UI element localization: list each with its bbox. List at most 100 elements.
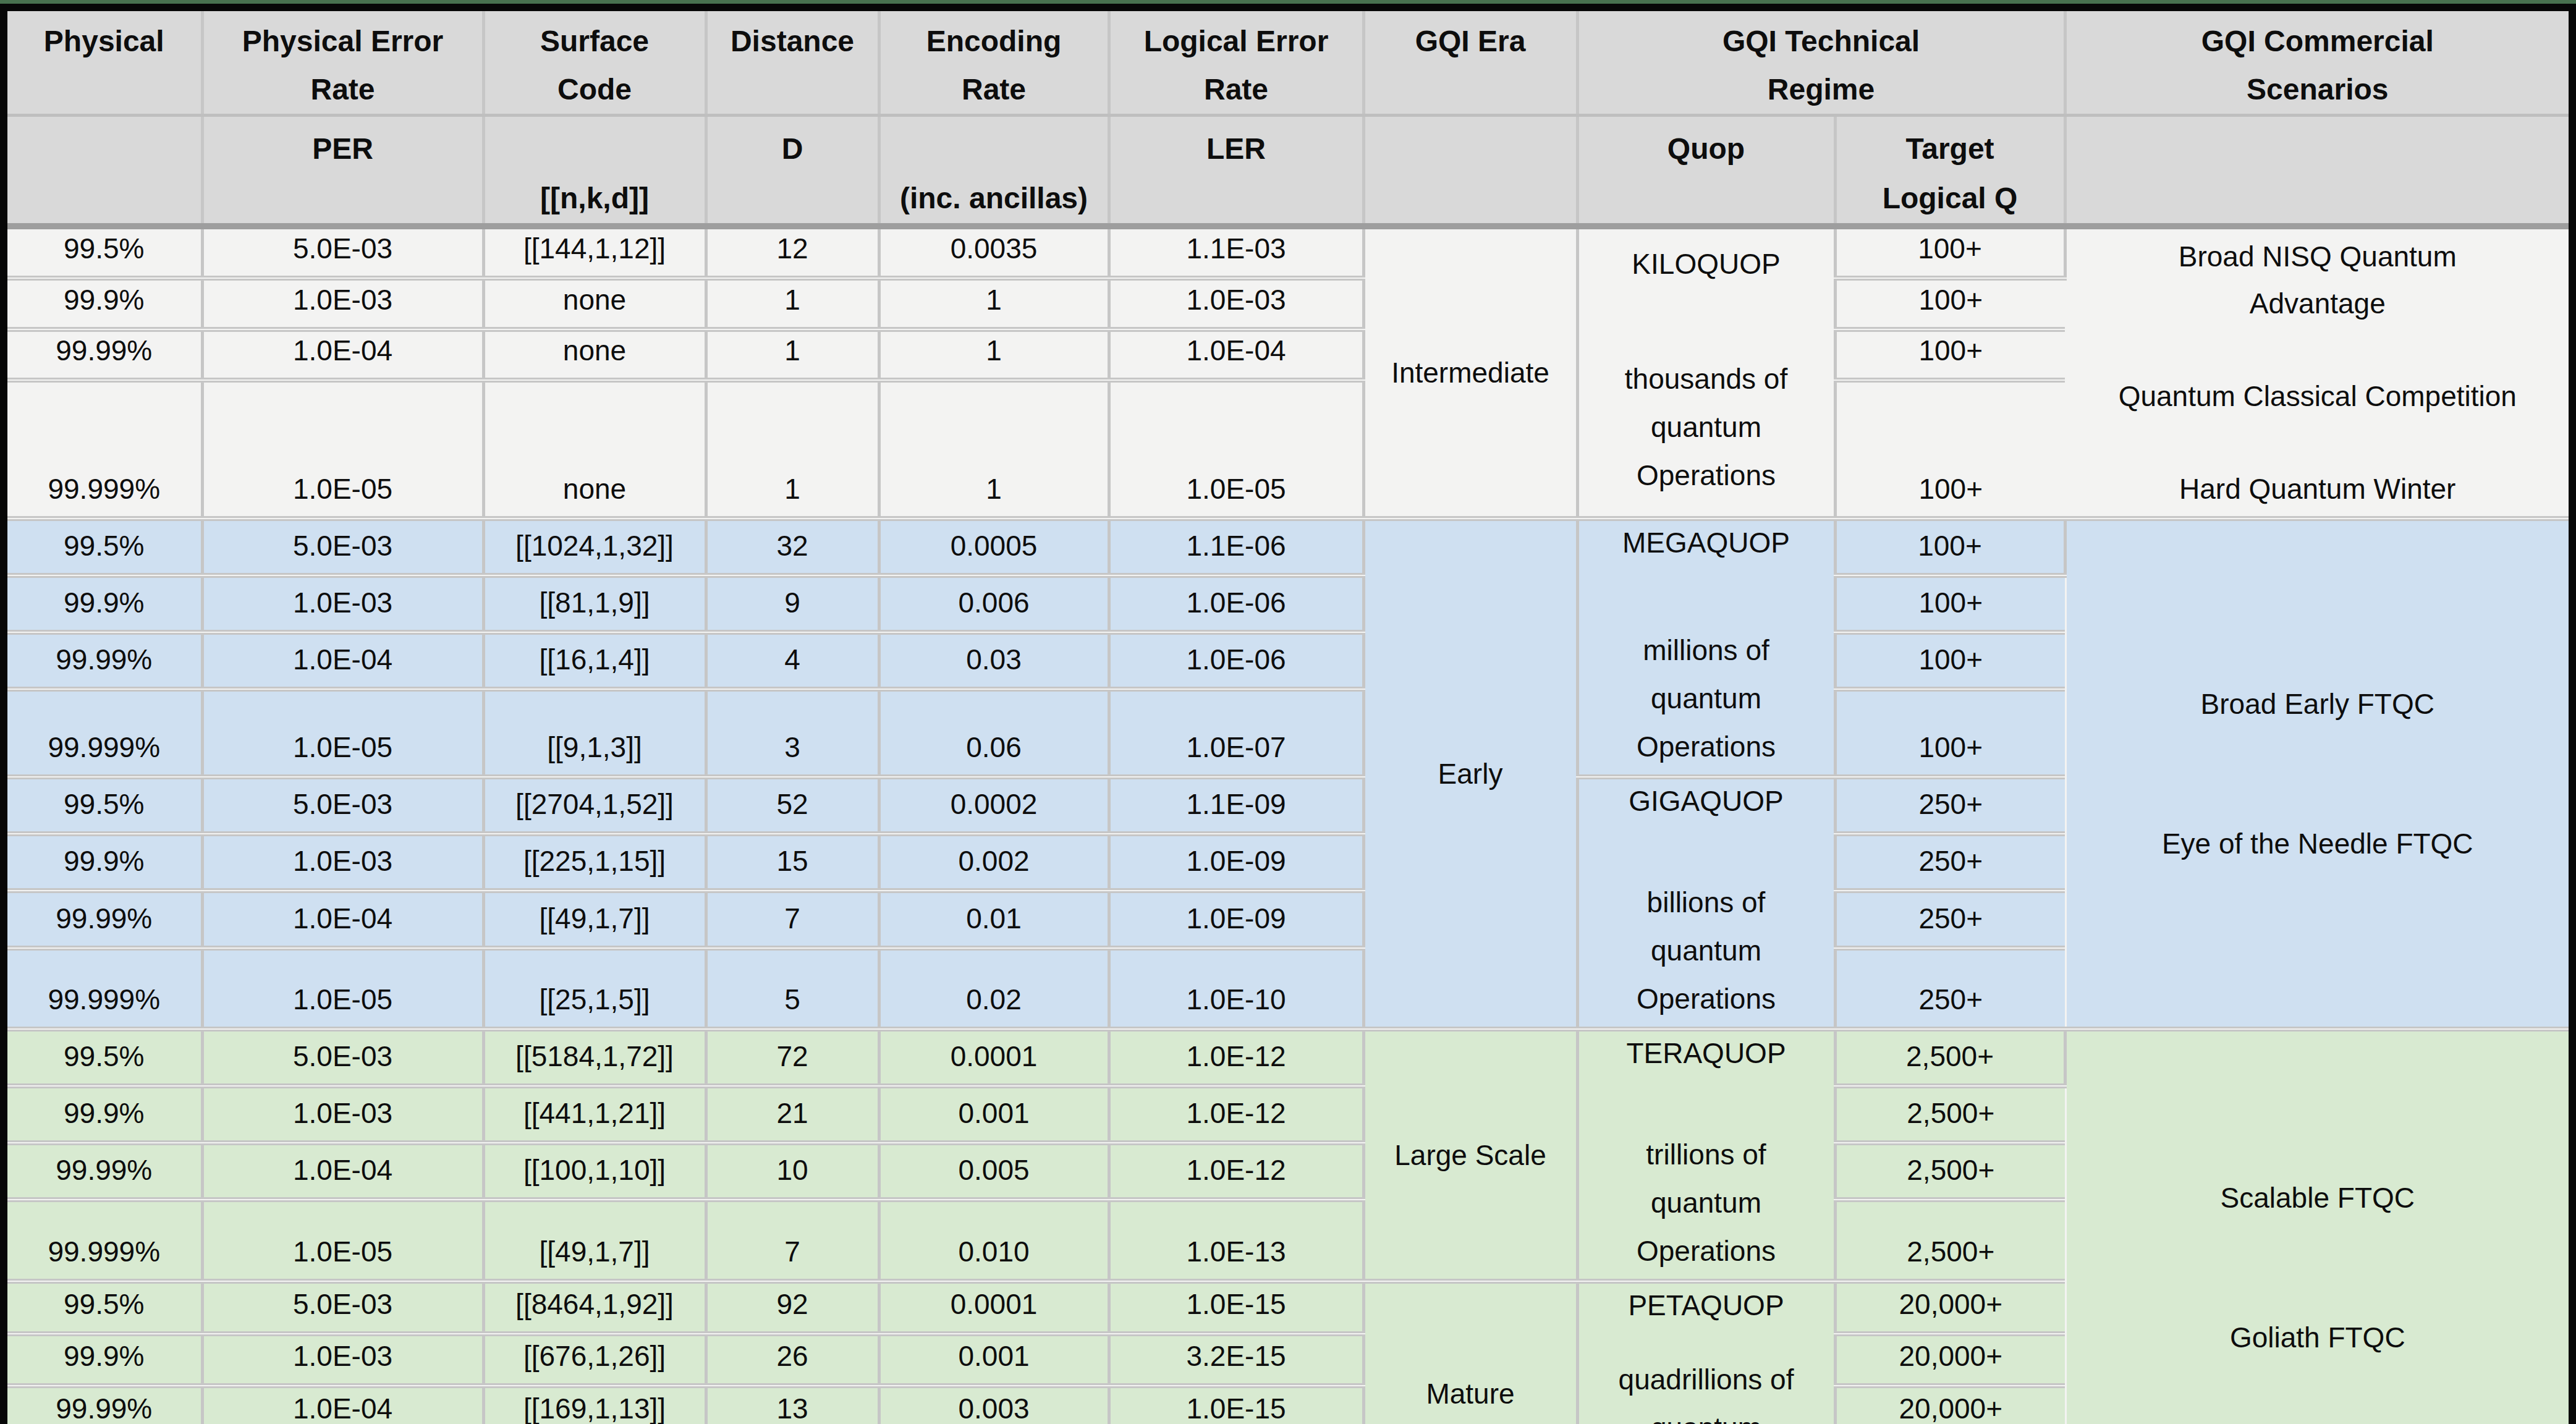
cell-ler: 1.0E-07	[1109, 689, 1363, 777]
cell-distance: 9	[706, 575, 879, 632]
subheader-era-blank	[1363, 116, 1577, 227]
cell-encoding-rate: 0.002	[879, 834, 1109, 891]
quop-title: PETAQUOP	[1584, 1287, 1829, 1323]
cell-ler: 1.0E-09	[1109, 834, 1363, 891]
cell-target-logical-q: 100+	[1835, 380, 2065, 519]
cell-per: 1.0E-04	[202, 891, 483, 947]
subheader-ler: LER	[1109, 116, 1363, 227]
cell-encoding-rate: 0.0002	[879, 777, 1109, 834]
cell-commercial-scenarios-intermediate: Broad NISQ Quantum Advantage Quantum Cla…	[2065, 226, 2569, 519]
cell-encoding-rate: 1	[879, 278, 1109, 329]
cell-encoding-rate: 0.010	[879, 1200, 1109, 1281]
cell-encoding-rate: 0.0005	[879, 519, 1109, 575]
cell-physical: 99.9%	[7, 1334, 202, 1386]
table-row: 99.5% 5.0E-03 [[1024,1,32]] 32 0.0005 1.…	[7, 519, 2569, 575]
cell-per: 1.0E-04	[202, 632, 483, 689]
cell-encoding-rate: 0.006	[879, 575, 1109, 632]
cell-distance: 7	[706, 1200, 879, 1281]
cell-per: 1.0E-05	[202, 948, 483, 1029]
cell-target-logical-q: 250+	[1835, 777, 2065, 834]
cell-encoding-rate: 0.0001	[879, 1029, 1109, 1086]
cell-per: 1.0E-04	[202, 1386, 483, 1424]
cell-surface-code: [[2704,1,52]]	[483, 777, 706, 834]
cell-target-logical-q: 250+	[1835, 891, 2065, 947]
cell-physical: 99.999%	[7, 689, 202, 777]
cell-quop-teraquop: TERAQUOP trillions of quantum Operations	[1577, 1029, 1835, 1281]
cell-distance: 1	[706, 380, 879, 519]
cell-surface-code: [[49,1,7]]	[483, 1200, 706, 1281]
cell-target-logical-q: 100+	[1835, 689, 2065, 777]
cell-surface-code: [[1024,1,32]]	[483, 519, 706, 575]
cell-ler: 1.0E-13	[1109, 1200, 1363, 1281]
cell-per: 1.0E-03	[202, 834, 483, 891]
cell-ler: 1.0E-06	[1109, 575, 1363, 632]
col-header-distance: Distance	[706, 11, 879, 116]
cell-distance: 52	[706, 777, 879, 834]
cell-distance: 26	[706, 1334, 879, 1386]
cell-quop-kiloquop: KILOQUOP thousands of quantum Operations	[1577, 226, 1835, 519]
cell-per: 1.0E-03	[202, 278, 483, 329]
cell-surface-code: none	[483, 278, 706, 329]
cell-physical: 99.9%	[7, 834, 202, 891]
subheader-d: D	[706, 116, 879, 227]
cell-target-logical-q: 250+	[1835, 948, 2065, 1029]
cell-distance: 10	[706, 1143, 879, 1200]
cell-surface-code: [[676,1,26]]	[483, 1334, 706, 1386]
col-header-physical: Physical	[7, 11, 202, 116]
cell-per: 5.0E-03	[202, 519, 483, 575]
col-header-physical-error-rate: Physical Error Rate	[202, 11, 483, 116]
cell-surface-code: [[144,1,12]]	[483, 226, 706, 278]
cell-surface-code: [[49,1,7]]	[483, 891, 706, 947]
cell-quop-megaquop: MEGAQUOP millions of quantum Operations	[1577, 519, 1835, 777]
cell-distance: 12	[706, 226, 879, 278]
cell-ler: 1.0E-09	[1109, 891, 1363, 947]
cell-target-logical-q: 100+	[1835, 278, 2065, 329]
cell-target-logical-q: 2,500+	[1835, 1029, 2065, 1086]
cell-encoding-rate: 0.0001	[879, 1281, 1109, 1334]
cell-physical: 99.99%	[7, 632, 202, 689]
cell-encoding-rate: 0.001	[879, 1086, 1109, 1143]
cell-ler: 1.0E-04	[1109, 329, 1363, 381]
table-header: Physical Physical Error Rate Surface Cod…	[7, 11, 2569, 226]
cell-encoding-rate: 0.005	[879, 1143, 1109, 1200]
cell-ler: 1.0E-12	[1109, 1029, 1363, 1086]
cell-target-logical-q: 20,000+	[1835, 1281, 2065, 1334]
quop-description: trillions of quantum Operations	[1584, 1130, 1829, 1275]
cell-era-early: Early	[1363, 519, 1577, 1029]
cell-surface-code: none	[483, 329, 706, 381]
quop-description: billions of quantum Operations	[1584, 878, 1829, 1023]
subheader-physical	[7, 116, 202, 227]
cell-distance: 5	[706, 948, 879, 1029]
cell-encoding-rate: 1	[879, 380, 1109, 519]
cell-physical: 99.9%	[7, 278, 202, 329]
cell-ler: 1.0E-05	[1109, 380, 1363, 519]
cell-surface-code: [[25,1,5]]	[483, 948, 706, 1029]
subheader-inc-ancillas: (inc. ancillas)	[879, 116, 1109, 227]
cell-target-logical-q: 100+	[1835, 226, 2065, 278]
quop-description: millions of quantum Operations	[1584, 626, 1829, 771]
cell-target-logical-q: 2,500+	[1835, 1200, 2065, 1281]
cell-physical: 99.999%	[7, 1200, 202, 1281]
cell-distance: 92	[706, 1281, 879, 1334]
cell-target-logical-q: 100+	[1835, 632, 2065, 689]
cell-encoding-rate: 0.01	[879, 891, 1109, 947]
cell-surface-code: [[441,1,21]]	[483, 1086, 706, 1143]
cell-encoding-rate: 0.001	[879, 1334, 1109, 1386]
cell-ler: 1.0E-03	[1109, 278, 1363, 329]
cell-physical: 99.99%	[7, 891, 202, 947]
cell-encoding-rate: 0.02	[879, 948, 1109, 1029]
cell-per: 1.0E-04	[202, 1143, 483, 1200]
cell-quop-petaquop: PETAQUOP quadrillions of quantum operati…	[1577, 1281, 1835, 1424]
cell-physical: 99.5%	[7, 777, 202, 834]
quantum-error-correction-table: Physical Physical Error Rate Surface Cod…	[7, 11, 2569, 1424]
cell-distance: 15	[706, 834, 879, 891]
quop-description: thousands of quantum Operations	[1584, 355, 1829, 499]
cell-target-logical-q: 2,500+	[1835, 1086, 2065, 1143]
cell-distance: 4	[706, 632, 879, 689]
subheader-nkd: [[n,k,d]]	[483, 116, 706, 227]
cell-physical: 99.99%	[7, 1386, 202, 1424]
cell-per: 1.0E-03	[202, 1086, 483, 1143]
cell-physical: 99.5%	[7, 1029, 202, 1086]
cell-per: 1.0E-05	[202, 689, 483, 777]
scenario-scalable-ftqc: Scalable FTQC	[2072, 1174, 2564, 1221]
